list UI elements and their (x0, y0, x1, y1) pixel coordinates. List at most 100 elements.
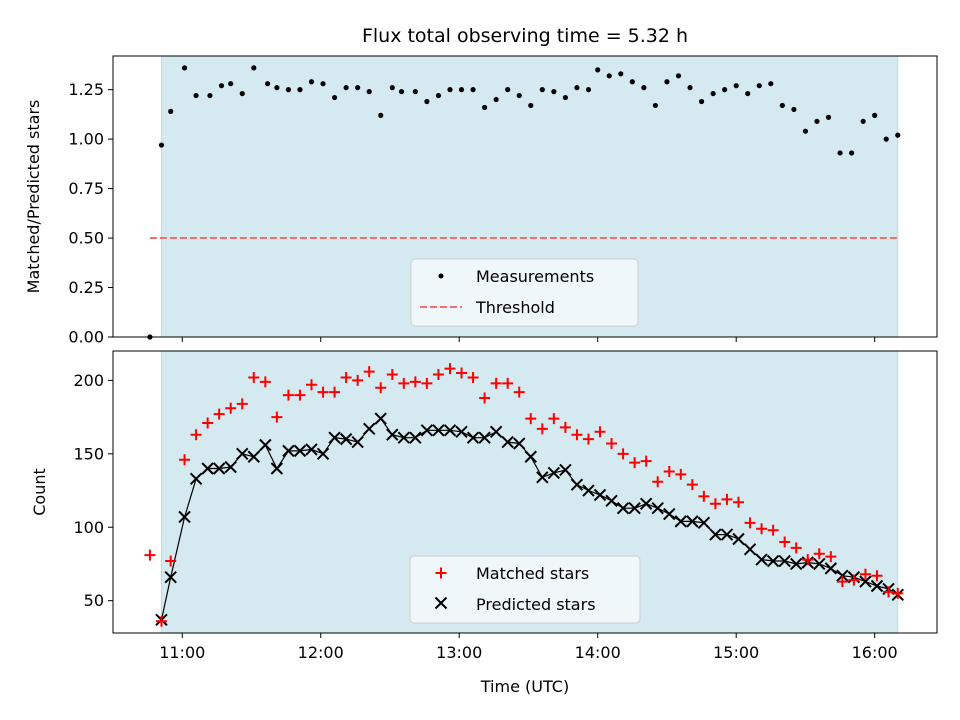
measurement-point (470, 87, 476, 93)
measurement-point (482, 104, 488, 111)
matched-star-point (479, 392, 491, 404)
matched-star-point (836, 576, 848, 588)
bottom-y-tick-labels: 50 100 150 200 (73, 371, 104, 610)
matched-star-point (398, 377, 410, 389)
predicted-star-point (720, 528, 734, 541)
measurement-point (574, 85, 580, 91)
matched-star-point (329, 386, 341, 398)
measurement-point (618, 71, 624, 77)
measurement-point (516, 92, 522, 99)
predicted-star-point (201, 462, 214, 475)
matched-star-point (202, 417, 214, 429)
matched-star-point (640, 455, 652, 467)
matched-star-point (548, 413, 560, 425)
legend-label-measurements: Measurements (476, 267, 594, 286)
measurement-point (698, 98, 705, 105)
measurement-point (687, 85, 693, 91)
measurement-point (551, 89, 557, 95)
measurement-point (802, 128, 809, 134)
x-tick-label: 11:00 (159, 643, 205, 662)
matched-star-point (767, 524, 779, 536)
measurement-point (562, 94, 568, 101)
matched-star-point (352, 374, 364, 386)
measurement-point (791, 106, 797, 113)
bottom-y-tick-label: 150 (73, 444, 104, 463)
predicted-star-point (616, 501, 630, 515)
x-tick-label: 15:00 (713, 643, 759, 662)
measurement-point (181, 65, 188, 71)
predicted-star-point (420, 424, 434, 437)
bottom-legend-box (409, 555, 641, 624)
top-y-tick-label: 0.00 (68, 328, 104, 347)
predicted-star-point (212, 462, 226, 475)
matched-star-points (144, 363, 904, 627)
predicted-star-point (789, 557, 803, 571)
matched-star-point (502, 377, 514, 389)
measurement-point (435, 92, 442, 99)
predicted-star-point (501, 435, 514, 449)
predicted-star-point (432, 424, 445, 437)
measurement-point (860, 118, 866, 124)
matched-star-point (756, 523, 768, 535)
matched-star-point (456, 367, 468, 379)
measurement-point (458, 87, 465, 93)
bottom-axis-ticks (108, 379, 876, 638)
measurement-point (274, 85, 280, 91)
matched-star-point (409, 376, 421, 388)
measurement-point (297, 87, 303, 93)
x-axis-label: Time (UTC) (480, 677, 569, 696)
measurement-point (308, 79, 315, 85)
measurement-point (447, 87, 453, 93)
predicted-star-point (651, 501, 664, 515)
matched-star-point (652, 476, 664, 488)
matched-star-point (294, 389, 306, 401)
measurement-point (872, 112, 878, 118)
matched-star-point (165, 555, 177, 567)
measurement-point (606, 73, 612, 79)
predicted-star-point (374, 412, 387, 425)
top-y-tick-label: 0.50 (68, 229, 104, 248)
predicted-star-point (766, 554, 780, 568)
measurement-point (355, 85, 361, 91)
legend-x-glyph (434, 596, 448, 610)
top-y-tick-label: 1.25 (68, 80, 104, 99)
x-tick-labels: 11:00 12:00 13:00 14:00 15:00 16:00 (159, 643, 898, 662)
matched-star-point (155, 615, 167, 627)
matched-star-point (892, 587, 904, 599)
measurement-point (207, 92, 213, 99)
matched-star-point (779, 536, 791, 548)
measurement-point (539, 87, 545, 93)
matched-star-point (571, 429, 583, 441)
measurement-point (756, 83, 762, 89)
predicted-star-point (293, 444, 307, 458)
predicted-star-point (189, 472, 203, 485)
matched-star-point (525, 413, 537, 425)
predicted-star-point (674, 515, 688, 528)
measurement-point (493, 96, 499, 103)
matched-star-point (744, 517, 756, 529)
matched-star-point (340, 371, 352, 383)
matched-star-point (606, 438, 618, 450)
matched-star-point (859, 568, 871, 580)
matched-star-point (871, 570, 883, 582)
legend-predicted-marker (434, 596, 448, 610)
x-tick-label: 16:00 (852, 643, 898, 662)
top-y-tick-labels: 0.00 0.25 0.50 0.75 1.00 1.25 (68, 80, 104, 346)
measurement-point (366, 89, 372, 95)
matched-star-point (802, 554, 814, 566)
matched-star-point (686, 479, 698, 491)
predicted-star-point (316, 447, 330, 461)
measurement-points (147, 65, 901, 340)
legend-label-predicted-stars: Predicted stars (476, 595, 596, 614)
predicted-star-point (362, 422, 376, 436)
matched-star-point (733, 496, 745, 508)
measurement-point (664, 79, 670, 85)
matched-star-point (536, 423, 548, 435)
bottom-axes-frame (112, 350, 938, 634)
measurement-point (895, 132, 901, 138)
matched-star-point (282, 389, 294, 401)
matched-star-point (848, 574, 860, 586)
top-y-tick-label: 0.75 (68, 179, 104, 198)
predicted-star-point (164, 570, 177, 584)
predicted-star-point (489, 425, 503, 438)
